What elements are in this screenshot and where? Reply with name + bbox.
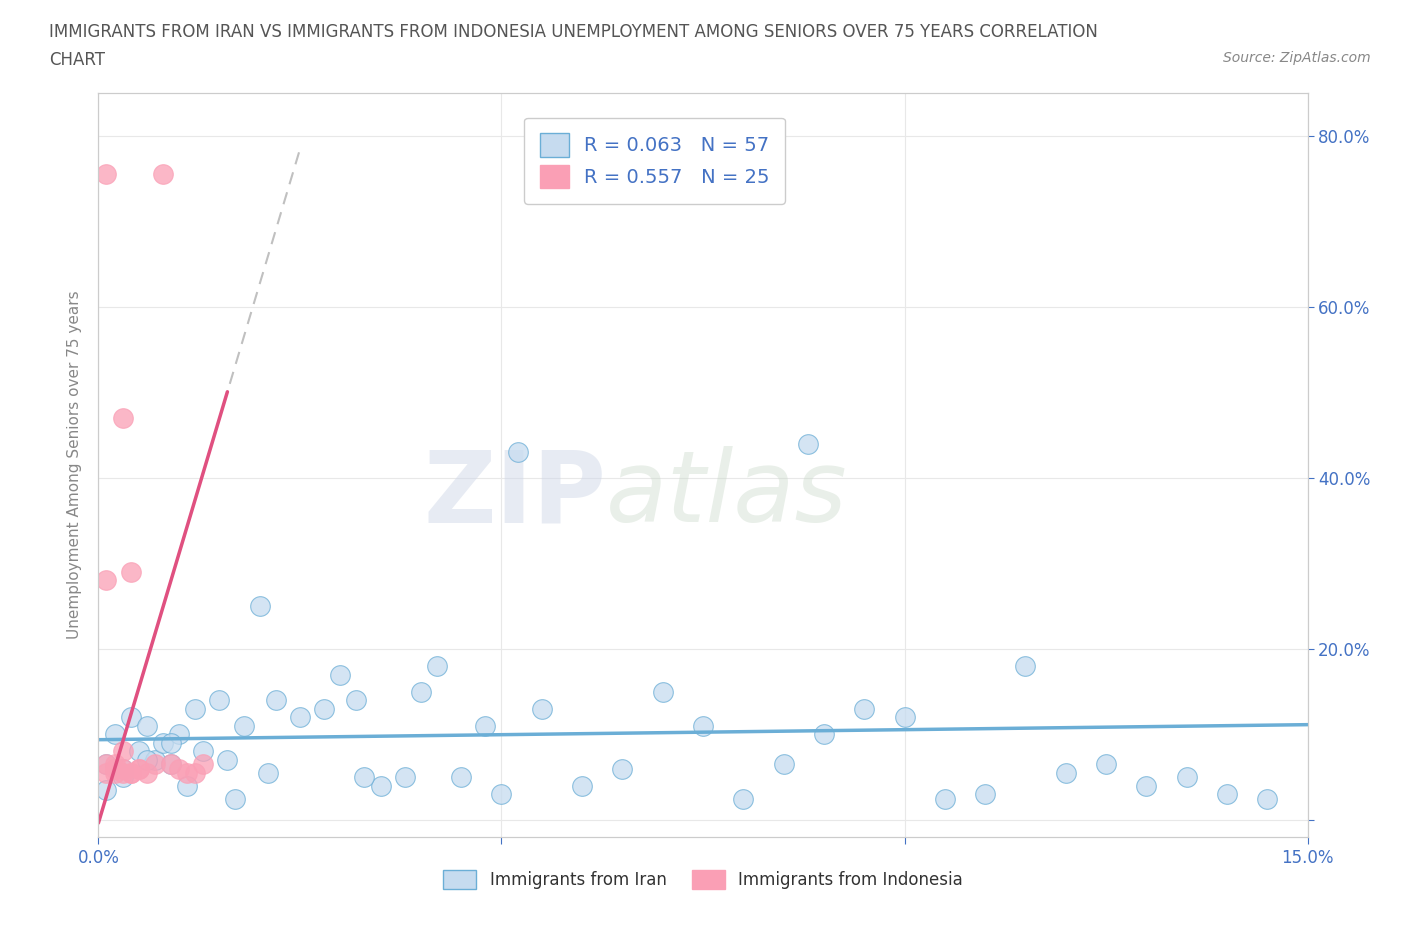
Point	[506, 445, 529, 459]
Point	[394, 770, 416, 785]
Point	[167, 727, 190, 742]
Point	[193, 744, 215, 759]
Point	[1216, 787, 1239, 802]
Point	[120, 765, 142, 780]
Point	[120, 765, 142, 780]
Point	[692, 718, 714, 733]
Point	[1256, 791, 1278, 806]
Point	[176, 765, 198, 780]
Point	[1135, 778, 1157, 793]
Point	[135, 765, 157, 780]
Point	[409, 684, 432, 699]
Point	[651, 684, 673, 699]
Point	[128, 744, 150, 759]
Text: IMMIGRANTS FROM IRAN VS IMMIGRANTS FROM INDONESIA UNEMPLOYMENT AMONG SENIORS OVE: IMMIGRANTS FROM IRAN VS IMMIGRANTS FROM …	[49, 23, 1098, 41]
Point	[224, 791, 246, 806]
Text: CHART: CHART	[49, 51, 105, 69]
Point	[143, 757, 166, 772]
Point	[193, 757, 215, 772]
Point	[288, 710, 311, 724]
Point	[111, 410, 134, 425]
Point	[217, 752, 239, 767]
Point	[160, 757, 183, 772]
Point	[329, 667, 352, 682]
Point	[370, 778, 392, 793]
Point	[96, 166, 118, 181]
Point	[184, 765, 207, 780]
Legend: Immigrants from Iran, Immigrants from Indonesia: Immigrants from Iran, Immigrants from In…	[436, 863, 970, 896]
Point	[96, 765, 118, 780]
Point	[264, 693, 287, 708]
Point	[256, 765, 278, 780]
Point	[249, 599, 271, 614]
Point	[232, 718, 254, 733]
Point	[111, 761, 134, 776]
Point	[974, 787, 997, 802]
Point	[160, 736, 183, 751]
Point	[111, 744, 134, 759]
Point	[96, 573, 118, 588]
Point	[152, 166, 174, 181]
Point	[1175, 770, 1198, 785]
Point	[571, 778, 593, 793]
Point	[96, 782, 118, 797]
Point	[111, 770, 134, 785]
Point	[491, 787, 513, 802]
Point	[1095, 757, 1118, 772]
Point	[103, 757, 125, 772]
Point	[135, 718, 157, 733]
Point	[120, 565, 142, 579]
Point	[797, 436, 820, 451]
Point	[128, 761, 150, 776]
Point	[111, 765, 134, 780]
Text: Source: ZipAtlas.com: Source: ZipAtlas.com	[1223, 51, 1371, 65]
Point	[450, 770, 472, 785]
Point	[208, 693, 231, 708]
Point	[143, 752, 166, 767]
Point	[353, 770, 375, 785]
Point	[426, 658, 449, 673]
Point	[167, 761, 190, 776]
Point	[103, 727, 125, 742]
Point	[893, 710, 915, 724]
Point	[96, 757, 118, 772]
Point	[934, 791, 956, 806]
Point	[1014, 658, 1036, 673]
Point	[772, 757, 794, 772]
Point	[813, 727, 835, 742]
Point	[152, 736, 174, 751]
Text: atlas: atlas	[606, 446, 848, 543]
Text: ZIP: ZIP	[423, 446, 606, 543]
Point	[184, 701, 207, 716]
Point	[314, 701, 336, 716]
Y-axis label: Unemployment Among Seniors over 75 years: Unemployment Among Seniors over 75 years	[67, 291, 83, 639]
Point	[103, 765, 125, 780]
Point	[853, 701, 876, 716]
Point	[733, 791, 755, 806]
Point	[530, 701, 553, 716]
Point	[135, 752, 157, 767]
Point	[344, 693, 367, 708]
Point	[612, 761, 634, 776]
Point	[103, 761, 125, 776]
Point	[128, 761, 150, 776]
Point	[111, 761, 134, 776]
Point	[120, 710, 142, 724]
Point	[103, 761, 125, 776]
Point	[176, 778, 198, 793]
Point	[160, 757, 183, 772]
Point	[1054, 765, 1077, 780]
Point	[474, 718, 496, 733]
Point	[96, 757, 118, 772]
